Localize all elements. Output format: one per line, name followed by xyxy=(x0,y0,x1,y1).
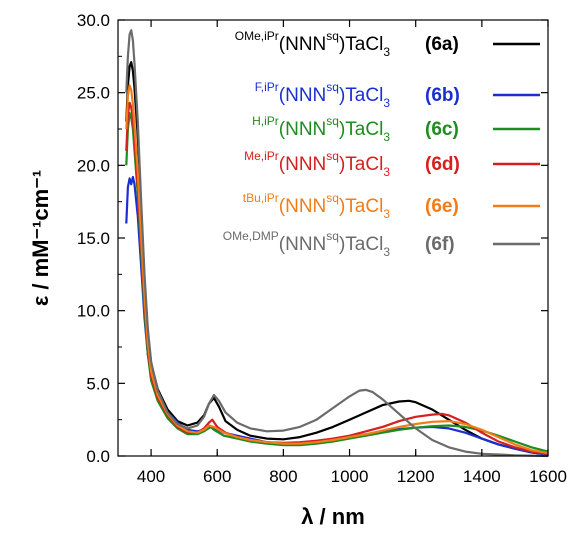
y-tick-label-0.0: 0.0 xyxy=(86,447,110,466)
y-tick-label-20.0: 20.0 xyxy=(77,156,110,175)
series-line-6b xyxy=(125,175,549,456)
legend-id: (6f) xyxy=(425,234,455,255)
x-tick-label-1200: 1200 xyxy=(397,467,435,486)
legend-id: (6b) xyxy=(425,85,460,106)
x-tick-label-800: 800 xyxy=(269,467,297,486)
axis-tick-labels: 400 600 800 1000 1200 1400 1600 0.0 5.0 10.0 15.0 2… xyxy=(77,11,567,486)
y-tick-label-30.0: 30.0 xyxy=(77,11,110,30)
x-tick-label-1400: 1400 xyxy=(463,467,501,486)
legend-label: tBu,iPr(NNNsq)TaCl3 xyxy=(243,191,391,221)
legend-label: H,iPr(NNNsq)TaCl3 xyxy=(252,114,390,144)
y-tick-label-15.0: 15.0 xyxy=(77,229,110,248)
legend-label: OMe,iPr(NNNsq)TaCl3 xyxy=(235,29,391,59)
legend-label: OMe,DMP(NNNsq)TaCl3 xyxy=(223,229,391,259)
legend-entry-6e: tBu,iPr(NNNsq)TaCl3 (6e) xyxy=(243,191,540,221)
x-tick-label-400: 400 xyxy=(137,467,165,486)
plot-lines xyxy=(125,29,549,458)
x-tick-label-1000: 1000 xyxy=(331,467,369,486)
y-tick-label-5.0: 5.0 xyxy=(86,374,110,393)
y-tick-label-25.0: 25.0 xyxy=(77,84,110,103)
x-tick-label-600: 600 xyxy=(203,467,231,486)
legend-id: (6c) xyxy=(425,119,459,140)
legend-label: Me,iPr(NNNsq)TaCl3 xyxy=(244,149,390,179)
series-line-6c xyxy=(125,111,549,453)
y-tick-label-10.0: 10.0 xyxy=(77,302,110,321)
y-axis-label: ε / mM⁻¹cm⁻¹ xyxy=(28,170,53,306)
legend-entry-6f: OMe,DMP(NNNsq)TaCl3 (6f) xyxy=(223,229,540,259)
x-tick-label-1600: 1600 xyxy=(529,467,567,486)
legend-id: (6d) xyxy=(425,154,460,175)
legend: OMe,iPr(NNNsq)TaCl3 (6a) F,iPr(NNNsq)TaCl3… xyxy=(223,29,540,259)
legend-entry-6a: OMe,iPr(NNNsq)TaCl3 (6a) xyxy=(235,29,540,59)
legend-label: F,iPr(NNNsq)TaCl3 xyxy=(255,80,391,110)
series-line-6e xyxy=(125,84,549,455)
series-line-6f xyxy=(125,29,549,458)
legend-id: (6e) xyxy=(425,196,459,217)
x-axis-label: λ / nm xyxy=(301,504,365,529)
legend-entry-6c: H,iPr(NNNsq)TaCl3 (6c) xyxy=(252,114,540,144)
legend-id: (6a) xyxy=(425,34,459,55)
axis-ticks xyxy=(118,19,549,457)
legend-entry-6d: Me,iPr(NNNsq)TaCl3 (6d) xyxy=(244,149,540,179)
legend-entry-6b: F,iPr(NNNsq)TaCl3 (6b) xyxy=(255,80,540,110)
